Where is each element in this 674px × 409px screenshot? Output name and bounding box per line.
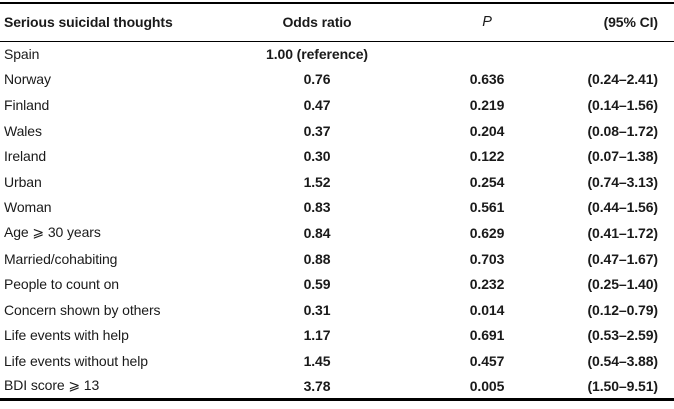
ci-value: (0.25–1.40)	[587, 276, 658, 293]
odds-ratio-table: Serious suicidal thoughts Odds ratio P (…	[0, 2, 674, 401]
odds-ratio-value: 0.37	[303, 122, 331, 139]
table-header-row: Serious suicidal thoughts Odds ratio P (…	[0, 3, 674, 41]
p-value	[412, 41, 562, 67]
table-row: People to count on 0.59 0.232 (0.25–1.40…	[0, 271, 674, 297]
ci-value: (0.12–0.79)	[587, 301, 658, 318]
row-label: Finland	[4, 96, 50, 113]
p-value: 0.703	[469, 250, 505, 267]
p-value: 0.005	[469, 377, 505, 394]
table-row: Life events with help 1.17 0.691 (0.53–2…	[0, 323, 674, 349]
header-confidence-interval: (95% CI)	[603, 14, 659, 31]
table-row: BDI score ⩾ 13 3.78 0.005 (1.50–9.51)	[0, 374, 674, 400]
p-value: 0.457	[469, 352, 505, 369]
odds-ratio-value: 0.83	[303, 199, 331, 216]
ci-value: (0.44–1.56)	[587, 199, 658, 216]
row-label: Wales	[4, 122, 42, 139]
p-value: 0.232	[469, 276, 505, 293]
header-odds-ratio: Odds ratio	[282, 14, 352, 31]
p-value: 0.254	[469, 173, 505, 190]
odds-ratio-value: 0.84	[303, 224, 331, 241]
odds-ratio-value: 1.00 (reference)	[266, 46, 368, 63]
ci-value	[562, 41, 674, 67]
p-value: 0.629	[469, 224, 505, 241]
table-row: Woman 0.83 0.561 (0.44–1.56)	[0, 195, 674, 221]
table-row: Ireland 0.30 0.122 (0.07–1.38)	[0, 143, 674, 169]
odds-ratio-value: 3.78	[303, 377, 331, 394]
row-label: Life events without help	[4, 352, 148, 369]
p-value: 0.691	[469, 327, 505, 344]
row-label: Ireland	[4, 148, 47, 165]
row-label: Married/cohabiting	[4, 250, 118, 267]
p-value: 0.636	[469, 71, 505, 88]
odds-ratio-value: 1.52	[303, 173, 331, 190]
row-label: Woman	[4, 199, 52, 216]
row-label: Norway	[4, 71, 51, 88]
odds-ratio-value: 0.31	[303, 301, 331, 318]
p-value: 0.561	[469, 199, 505, 216]
ci-value: (0.54–3.88)	[587, 352, 658, 369]
row-label: Age ⩾ 30 years	[4, 224, 101, 241]
ci-value: (0.07–1.38)	[587, 148, 658, 165]
p-value: 0.122	[469, 148, 505, 165]
table-row: Norway 0.76 0.636 (0.24–2.41)	[0, 67, 674, 93]
odds-ratio-value: 1.17	[303, 327, 331, 344]
ci-value: (0.24–2.41)	[587, 71, 658, 88]
table-row: Life events without help 1.45 0.457 (0.5…	[0, 348, 674, 374]
row-label: Concern shown by others	[4, 301, 161, 318]
row-label: Life events with help	[4, 327, 129, 344]
odds-ratio-value: 0.88	[303, 250, 331, 267]
table-row: Concern shown by others 0.31 0.014 (0.12…	[0, 297, 674, 323]
odds-ratio-value: 0.30	[303, 148, 331, 165]
row-label: People to count on	[4, 276, 119, 293]
p-value: 0.219	[469, 96, 505, 113]
row-label: BDI score ⩾ 13	[4, 377, 100, 394]
table-row: Age ⩾ 30 years 0.84 0.629 (0.41–1.72)	[0, 220, 674, 246]
table-row: Married/cohabiting 0.88 0.703 (0.47–1.67…	[0, 246, 674, 272]
table-row: Urban 1.52 0.254 (0.74–3.13)	[0, 169, 674, 195]
ci-value: (0.14–1.56)	[587, 96, 658, 113]
table-row: Wales 0.37 0.204 (0.08–1.72)	[0, 118, 674, 144]
table-row: Finland 0.47 0.219 (0.14–1.56)	[0, 92, 674, 118]
p-value: 0.014	[469, 301, 505, 318]
ci-value: (1.50–9.51)	[587, 377, 658, 394]
odds-ratio-value: 0.76	[303, 71, 331, 88]
ci-value: (0.08–1.72)	[587, 122, 658, 139]
p-value: 0.204	[469, 122, 505, 139]
ci-value: (0.41–1.72)	[587, 224, 658, 241]
table-row: Spain 1.00 (reference)	[0, 41, 674, 67]
odds-ratio-value: 0.59	[303, 276, 331, 293]
header-p-value: P	[482, 14, 492, 31]
header-outcome: Serious suicidal thoughts	[4, 14, 173, 31]
odds-ratio-value: 0.47	[303, 96, 331, 113]
odds-ratio-value: 1.45	[303, 352, 331, 369]
row-label: Spain	[4, 46, 40, 63]
row-label: Urban	[4, 173, 42, 190]
ci-value: (0.53–2.59)	[587, 327, 658, 344]
ci-value: (0.47–1.67)	[587, 250, 658, 267]
ci-value: (0.74–3.13)	[587, 173, 658, 190]
